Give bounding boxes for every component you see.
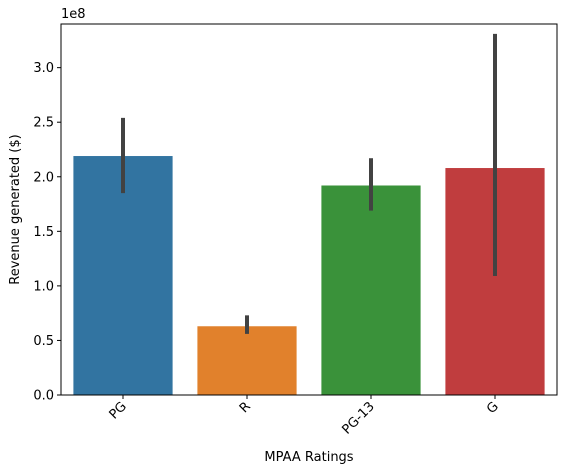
- y-tick-label: 1.0: [33, 279, 54, 294]
- x-tick-label: PG: [107, 399, 130, 422]
- y-axis-label: Revenue generated ($): [8, 134, 23, 284]
- x-axis: PG R PG-13 G: [107, 395, 502, 438]
- y-tick-label: 2.0: [33, 170, 54, 185]
- x-tick-label: PG-13: [340, 399, 378, 437]
- bar-pg: [73, 156, 173, 395]
- y-tick-label: 3.0: [33, 61, 54, 76]
- plot-frame: [60, 23, 558, 396]
- y-tick-label: 0.0: [33, 389, 54, 404]
- y-axis: 0.0 0.5 1.0 1.5 2.0 2.5 3.0: [33, 61, 61, 404]
- y-axis-offset-text: 1e8: [61, 7, 86, 22]
- x-tick-label: R: [237, 399, 254, 416]
- bar-pg-13: [321, 185, 421, 395]
- error-bars-group: [121, 33, 497, 334]
- y-tick-label: 2.5: [33, 116, 54, 131]
- bars-group: [73, 156, 545, 395]
- x-tick-label: G: [484, 399, 502, 417]
- bar-r: [197, 326, 297, 395]
- y-tick-label: 0.5: [33, 334, 54, 349]
- y-tick-label: 1.5: [33, 225, 54, 240]
- x-axis-label: MPAA Ratings: [264, 450, 353, 465]
